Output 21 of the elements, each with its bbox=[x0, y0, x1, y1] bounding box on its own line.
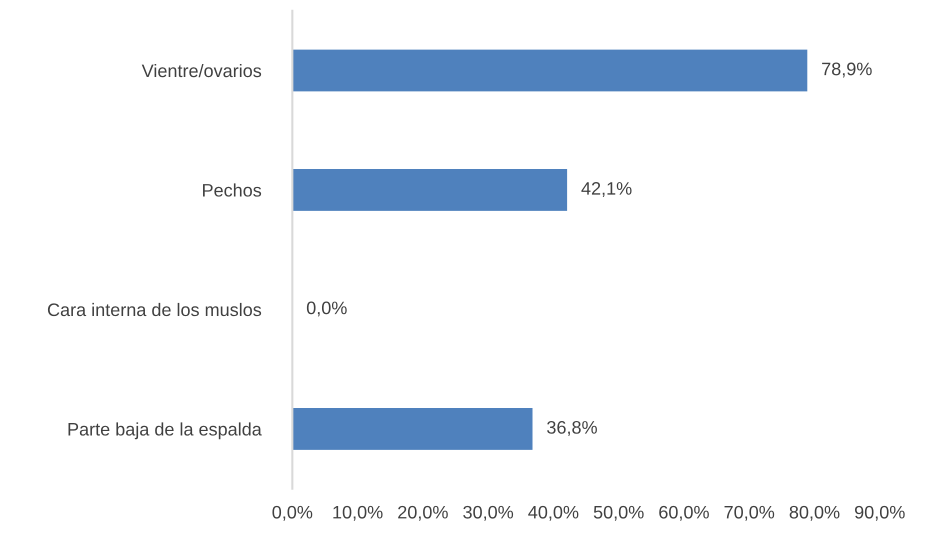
bar bbox=[292, 50, 808, 92]
bar bbox=[292, 408, 533, 450]
y-tick-label: Pechos bbox=[203, 183, 262, 197]
x-tick-label: 10,0% bbox=[333, 506, 383, 521]
y-tick-label: Cara interna de los muslos bbox=[48, 302, 262, 316]
x-tick-label: 70,0% bbox=[724, 506, 774, 521]
data-label: 0,0% bbox=[306, 302, 347, 316]
x-tick-label: 0,0% bbox=[272, 506, 312, 521]
data-label: 42,1% bbox=[581, 182, 632, 197]
x-tick-label: 60,0% bbox=[659, 506, 709, 521]
data-label: 78,9% bbox=[822, 62, 872, 78]
x-tick-label: 90,0% bbox=[854, 506, 905, 521]
y-tick-label: Parte baja de la espalda bbox=[68, 422, 262, 440]
data-label: 36,8% bbox=[547, 420, 597, 436]
x-tick-label: 80,0% bbox=[790, 506, 840, 521]
x-tick-label: 40,0% bbox=[528, 506, 578, 521]
x-tick-label: 20,0% bbox=[398, 506, 448, 521]
x-tick-label: 30,0% bbox=[463, 506, 514, 521]
bar bbox=[292, 169, 568, 211]
x-tick-label: 50,0% bbox=[594, 506, 644, 521]
y-tick-label: Vientre/ovarios bbox=[142, 64, 262, 78]
